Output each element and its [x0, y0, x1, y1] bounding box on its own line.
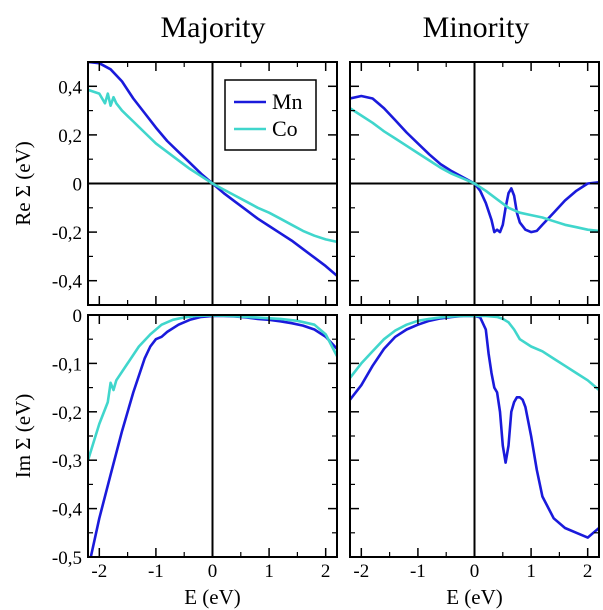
y-tick-label: -0,5 — [52, 548, 82, 569]
legend-box — [224, 79, 317, 151]
x-tick-label: 2 — [583, 561, 593, 582]
y-tick-label: 0,4 — [58, 77, 82, 98]
panel-bottom-left: -2 -1 0 1 2 0 -0,1 -0,2 -0,3 -0,4 -0,5 Im Σ (eV) E (… — [11, 306, 338, 609]
series-line-co — [88, 88, 337, 244]
panel-bottom-right: -2 -1 0 1 2 E (eV) — [349, 314, 600, 609]
series-line-co — [88, 315, 337, 461]
x-tick-label: -1 — [410, 561, 426, 582]
y-tick-label: 0,2 — [58, 126, 82, 147]
y-tick-label: -0,3 — [52, 451, 82, 472]
series-line-mn — [89, 315, 337, 557]
x-tick-label: -2 — [91, 561, 107, 582]
column-title-minority: Minority — [423, 11, 530, 44]
x-tick-label: -2 — [353, 561, 369, 582]
y-tick-label: -0,1 — [52, 354, 82, 375]
legend-label-mn: Mn — [272, 89, 303, 114]
y-tick-label: -0,2 — [52, 223, 82, 244]
y-axis-label: Re Σ (eV) — [11, 141, 35, 226]
y-tick-label: -0,4 — [52, 272, 83, 293]
series-line-mn — [350, 94, 599, 234]
x-tick-label: 2 — [321, 561, 331, 582]
x-axis-label: E (eV) — [446, 585, 503, 609]
y-axis-label: Im Σ (eV) — [11, 394, 35, 479]
x-tick-label: -1 — [148, 561, 164, 582]
y-tick-label: 0 — [73, 306, 83, 327]
y-tick-label: -0,2 — [52, 403, 82, 424]
x-tick-label: 0 — [208, 561, 218, 582]
x-tick-label: 1 — [264, 561, 274, 582]
series-line-co — [350, 107, 599, 233]
column-title-majority: Majority — [161, 11, 266, 44]
x-tick-label: 0 — [470, 561, 480, 582]
y-tick-label: 0 — [73, 175, 83, 196]
x-tick-label: 1 — [526, 561, 536, 582]
y-tick-label: -0,4 — [52, 500, 83, 521]
legend-label-co: Co — [272, 116, 298, 141]
series-line-mn — [350, 315, 599, 539]
x-axis-label: E (eV) — [184, 585, 241, 609]
panel-top-right — [349, 61, 600, 306]
